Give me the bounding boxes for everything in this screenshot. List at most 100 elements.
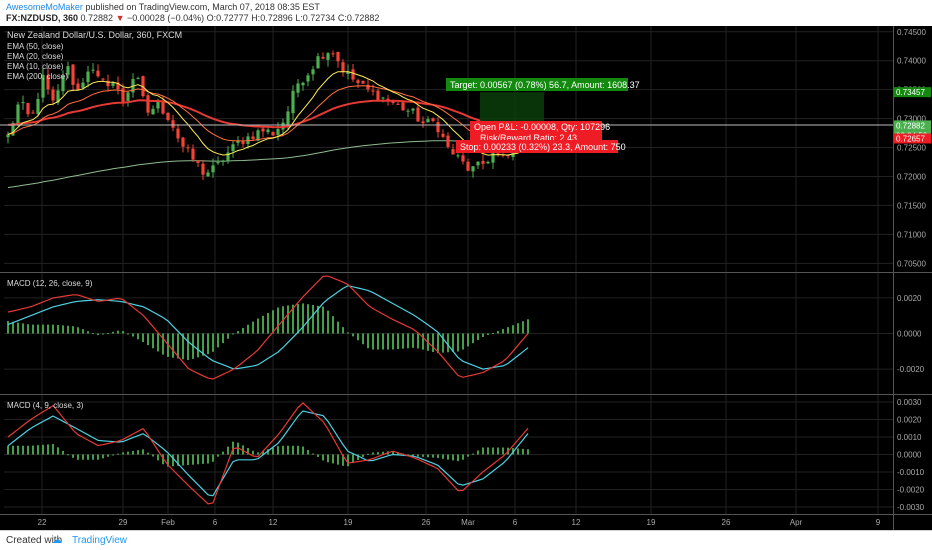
chart-area[interactable]: Target: 0.00567 (0.78%) 56.7, Amount: 16…	[0, 26, 932, 530]
price-tick-label: 0.72500	[897, 144, 926, 153]
macd-histogram-bar	[177, 333, 179, 359]
macd-histogram-bar	[487, 333, 489, 336]
macd-histogram-bar	[137, 333, 139, 340]
macd1-tick-label: -0.0020	[897, 365, 925, 374]
macd-histogram-bar	[312, 304, 314, 334]
high-label: H:	[251, 13, 261, 23]
macd-histogram-bar	[337, 321, 339, 334]
candle-body	[401, 102, 405, 111]
candle-body	[431, 118, 435, 122]
macd-histogram-bar	[447, 454, 449, 460]
macd-histogram-bar	[82, 454, 84, 460]
macd-histogram-bar	[217, 454, 219, 457]
time-tick-label: 6	[213, 518, 218, 527]
macd-histogram-bar	[392, 451, 394, 455]
grid-lines	[0, 26, 932, 530]
macd-histogram-bar	[222, 333, 224, 344]
macd-histogram-bar	[102, 454, 104, 459]
open-label: O:	[206, 13, 217, 23]
macd-histogram-bar	[502, 447, 504, 455]
candle-body	[31, 112, 35, 114]
macd-histogram-bar	[317, 305, 319, 334]
candle-body	[211, 165, 215, 173]
macd-histogram-bar	[457, 333, 459, 352]
macd-histogram-bar	[482, 333, 484, 337]
candle-body	[316, 56, 320, 69]
ema-legend-entry: EMA (20, close)	[7, 52, 64, 61]
macd1-tick-label: 0.0000	[897, 330, 922, 339]
macd-histogram-bar	[277, 446, 279, 455]
macd-histogram-bar	[237, 331, 239, 334]
macd-histogram-bar	[362, 454, 364, 457]
macd-histogram-bar	[87, 454, 89, 460]
macd-histogram-bar	[37, 324, 39, 334]
time-tick-label: 6	[513, 518, 518, 527]
macd-histogram-bar	[202, 454, 204, 464]
macd2-tick-label: -0.0020	[897, 486, 925, 495]
candle-body	[191, 148, 195, 160]
candle-body	[61, 75, 65, 92]
macd-histogram-bar	[152, 333, 154, 349]
candle-body	[261, 128, 265, 132]
macd-histogram-bar	[122, 452, 124, 455]
candle-body	[91, 69, 95, 71]
macd-histogram-bar	[47, 444, 49, 455]
macd-histogram-bar	[77, 327, 79, 334]
time-tick-label: 29	[119, 518, 128, 527]
target-zone[interactable]	[480, 92, 544, 125]
candle-body	[76, 83, 80, 91]
macd-histogram-bar	[227, 333, 229, 339]
candle-body	[456, 155, 460, 157]
macd-histogram-bar	[57, 447, 59, 455]
candle-body	[21, 102, 25, 104]
macd-histogram-bar	[32, 324, 34, 334]
time-tick-label: 22	[38, 518, 47, 527]
macd-histogram-bar	[327, 454, 329, 463]
position-tool[interactable]: Target: 0.00567 (0.78%) 56.7, Amount: 16…	[0, 78, 893, 153]
macd-histogram-bar	[52, 324, 54, 334]
macd-histogram-bar	[262, 315, 264, 334]
chart-canvas[interactable]: Target: 0.00567 (0.78%) 56.7, Amount: 16…	[0, 26, 932, 530]
candle-body	[341, 62, 345, 73]
macd-histogram-bar	[122, 331, 124, 334]
tradingview-brand-link[interactable]: TradingView	[72, 535, 128, 546]
macd-histogram-bar	[142, 333, 144, 343]
candle-body	[296, 83, 300, 93]
stop-label-box	[456, 140, 618, 153]
candle-body	[436, 122, 440, 133]
macd-histogram-bar	[477, 450, 479, 455]
macd-histogram-bar	[487, 447, 489, 455]
macd-histogram-bar	[162, 454, 164, 465]
macd-histogram-bar	[257, 452, 259, 455]
macd-histogram-bar	[12, 445, 14, 455]
macd-histogram-bar	[517, 323, 519, 334]
macd-histogram-bar	[267, 449, 269, 455]
macd-histogram-bar	[367, 453, 369, 455]
macd-histogram-bar	[202, 333, 204, 356]
chart-header: AwesomeMoMaker published on TradingView.…	[0, 0, 932, 26]
macd-histogram-bar	[362, 333, 364, 345]
macd-histogram-bar	[182, 454, 184, 466]
macd-histogram-bar	[162, 333, 164, 355]
macd-histogram-bar	[262, 450, 264, 455]
price-tick-label: 0.74500	[897, 28, 926, 37]
footer-bar: Created with ☁ TradingView	[0, 530, 932, 550]
candle-body	[286, 111, 290, 125]
macd-histogram-bar	[247, 448, 249, 455]
macd-histogram-bar	[467, 333, 469, 347]
candle-body	[156, 100, 160, 109]
author-link[interactable]: AwesomeMoMaker	[6, 2, 83, 12]
candle-body	[146, 95, 150, 113]
macd-histogram-bar	[47, 324, 49, 334]
macd-histogram-bar	[57, 324, 59, 334]
candle-body	[66, 66, 70, 75]
macd-histogram-bar	[112, 331, 114, 334]
candle-body	[11, 122, 15, 136]
macd-histogram-bar	[107, 333, 109, 335]
macd-histogram-bar	[417, 454, 419, 457]
macd-histogram-bar	[97, 333, 99, 336]
tradingview-logo-icon[interactable]: ☁	[52, 535, 62, 546]
macd-histogram-bar	[432, 333, 434, 352]
macd-histogram-bar	[317, 454, 319, 457]
candle-body	[371, 90, 375, 92]
